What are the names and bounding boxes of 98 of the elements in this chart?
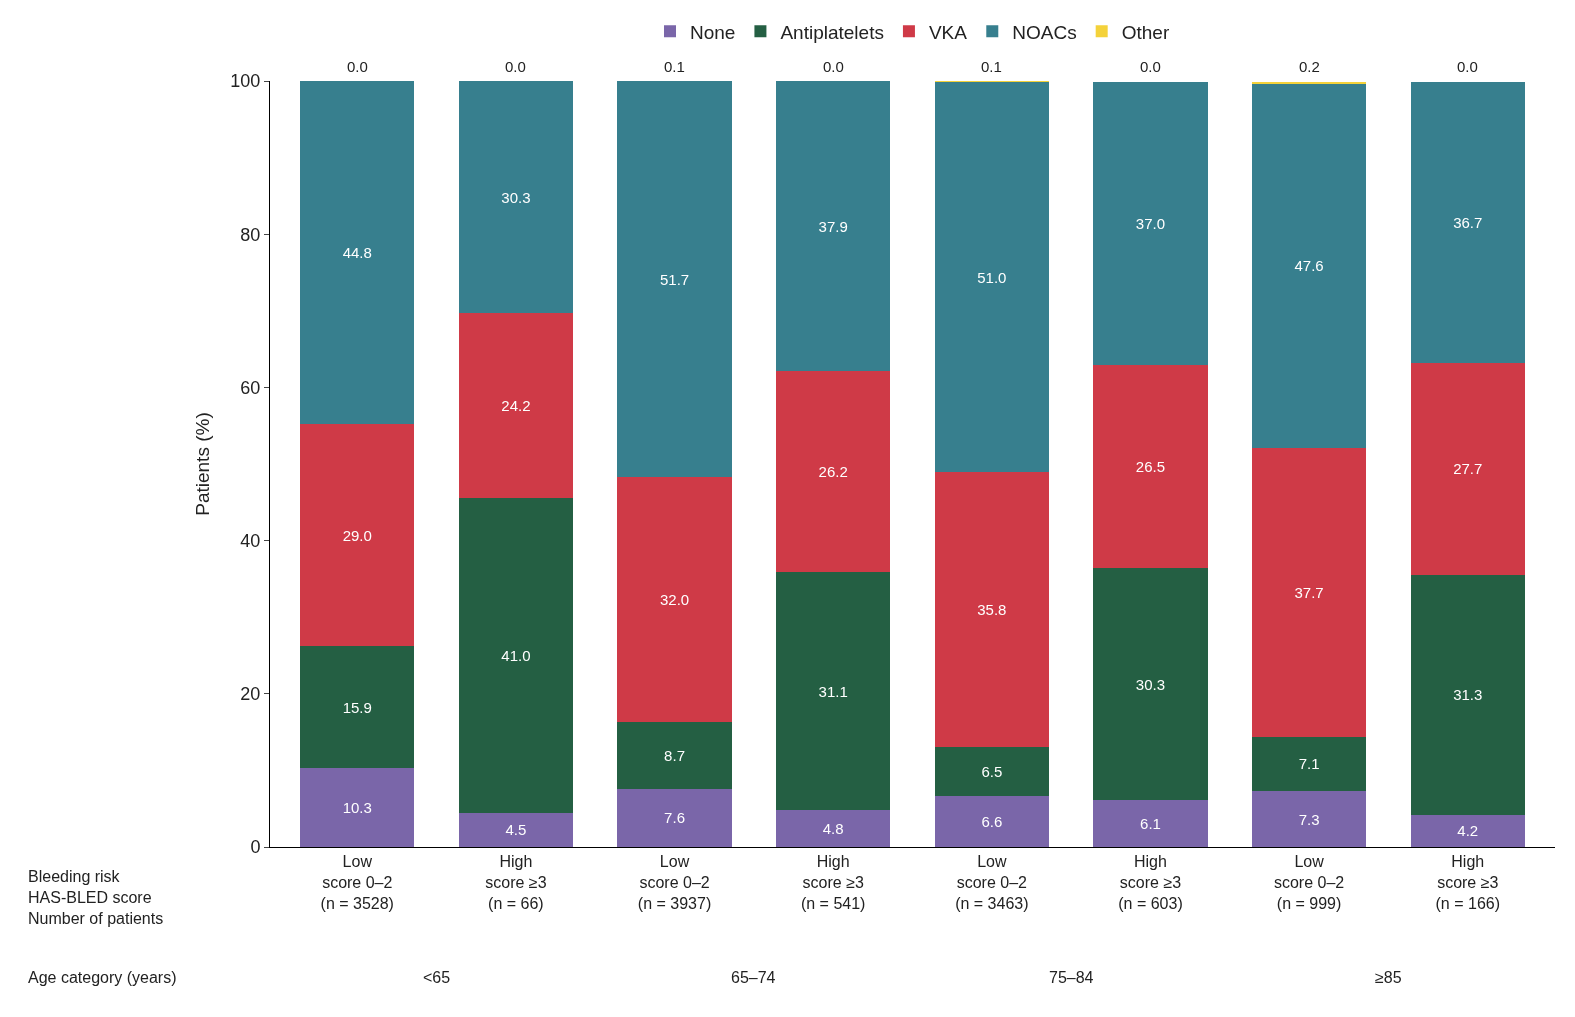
- data-label: 6.5: [981, 763, 1003, 781]
- data-label: 0.1: [664, 58, 685, 75]
- text: ≥85: [1375, 969, 1402, 986]
- legend-label: Antiplatelets: [780, 21, 884, 43]
- legend-label: None: [690, 21, 736, 43]
- data-label: 30.3: [1135, 675, 1166, 693]
- data-label: 4.5: [505, 821, 527, 839]
- data-label: 0.0: [347, 58, 368, 75]
- data-label: 26.5: [1135, 458, 1166, 476]
- data-label: 27.7: [1453, 460, 1483, 478]
- bar: [1410, 81, 1525, 363]
- data-label: 0.1: [981, 58, 1002, 75]
- bar: [1251, 736, 1367, 792]
- data-label: 7.1: [1298, 755, 1320, 773]
- data-label: 51.7: [659, 270, 690, 288]
- data-label: 0.0: [505, 58, 526, 75]
- data-label: 0.2: [1299, 58, 1320, 75]
- bar: [458, 81, 574, 314]
- bar: [934, 746, 1049, 797]
- y-tick-label: 60: [240, 377, 261, 398]
- bar: [300, 424, 415, 647]
- bar: [458, 498, 574, 813]
- data-label: 7.6: [664, 809, 685, 827]
- x-tick-label: Low score 0–2 (n = 3463): [955, 853, 1029, 912]
- text: Age category (years): [28, 969, 177, 986]
- bar: [458, 812, 574, 847]
- bar: [776, 81, 891, 372]
- x-tick-label: High score ≥3 (n = 603): [1118, 853, 1183, 912]
- bar: [1093, 365, 1208, 569]
- bar: [300, 646, 415, 769]
- bar: [1093, 81, 1208, 366]
- data-label: 7.3: [1298, 810, 1320, 828]
- bar: [776, 371, 891, 573]
- bar: [776, 810, 891, 847]
- data-label: 47.6: [1294, 257, 1324, 275]
- x-tick-label: High score ≥3 (n = 166): [1435, 853, 1500, 912]
- legend-label: NOACs: [1012, 21, 1077, 43]
- bar: [617, 477, 732, 723]
- text: Bleeding risk HAS-BLED score Number of patients: [28, 868, 164, 927]
- bar: [1410, 575, 1525, 815]
- data-label: 0.0: [823, 58, 844, 75]
- data-label: 31.1: [818, 682, 848, 700]
- x-tick-label: High score ≥3 (n = 541): [800, 853, 866, 912]
- data-label: 0.0: [1457, 58, 1478, 75]
- x-tick-label: Low score 0–2 (n = 3528): [320, 853, 394, 912]
- bar: [617, 788, 732, 847]
- data-label: 6.1: [1140, 815, 1161, 833]
- y-tick-label: 100: [230, 71, 261, 92]
- bar: [776, 572, 891, 811]
- x-tick-label: Low score 0–2 (n = 999): [1273, 853, 1345, 912]
- data-label: 10.3: [342, 799, 372, 817]
- bar: [458, 313, 574, 499]
- bar: [934, 472, 1049, 747]
- data-label: 6.6: [981, 813, 1003, 831]
- bar: [617, 81, 732, 478]
- bar: [934, 796, 1049, 847]
- legend-label: Other: [1121, 21, 1170, 43]
- data-label: 4.2: [1457, 822, 1479, 840]
- data-label: 0.0: [1140, 58, 1161, 75]
- bar: [617, 722, 732, 789]
- data-label: 36.7: [1453, 213, 1483, 231]
- legend-label: VKA: [928, 21, 968, 43]
- data-label: 41.0: [501, 647, 531, 664]
- data-label: 44.8: [342, 244, 372, 262]
- data-label: 26.2: [818, 463, 848, 481]
- data-label: 30.3: [501, 188, 531, 206]
- x-tick-label: High score ≥3 (n = 66): [485, 853, 547, 912]
- bar: [1093, 568, 1208, 801]
- text: 65–74: [731, 969, 776, 986]
- text: <65: [423, 969, 451, 986]
- bar: [300, 768, 415, 847]
- data-label: 31.3: [1453, 686, 1483, 704]
- y-axis-title: Patients (%): [192, 412, 214, 516]
- data-label: 37.0: [1135, 214, 1166, 232]
- data-label: 51.0: [977, 268, 1007, 286]
- data-label: 32.0: [659, 591, 690, 609]
- data-label: 37.9: [818, 217, 848, 235]
- bar: [1410, 814, 1525, 847]
- bar: [1251, 83, 1367, 448]
- text: 75–84: [1049, 969, 1094, 986]
- data-label: 37.7: [1294, 583, 1324, 601]
- bar: [1251, 791, 1367, 847]
- y-tick-label: 0: [250, 837, 261, 858]
- bar: [1410, 362, 1525, 576]
- bar: [1251, 447, 1367, 737]
- data-label: 35.8: [977, 601, 1007, 619]
- bar: [1093, 800, 1208, 847]
- data-label: 29.0: [342, 526, 372, 544]
- y-tick-label: 20: [240, 684, 261, 705]
- data-label: 24.2: [501, 397, 531, 415]
- data-label: 15.9: [342, 698, 372, 716]
- data-label: 8.7: [664, 746, 685, 764]
- data-label: 4.8: [822, 820, 844, 838]
- bar: [934, 81, 1049, 473]
- y-tick-label: 80: [240, 224, 261, 245]
- y-tick-label: 40: [240, 530, 261, 551]
- x-tick-label: Low score 0–2 (n = 3937): [637, 853, 712, 912]
- bar: [300, 81, 415, 425]
